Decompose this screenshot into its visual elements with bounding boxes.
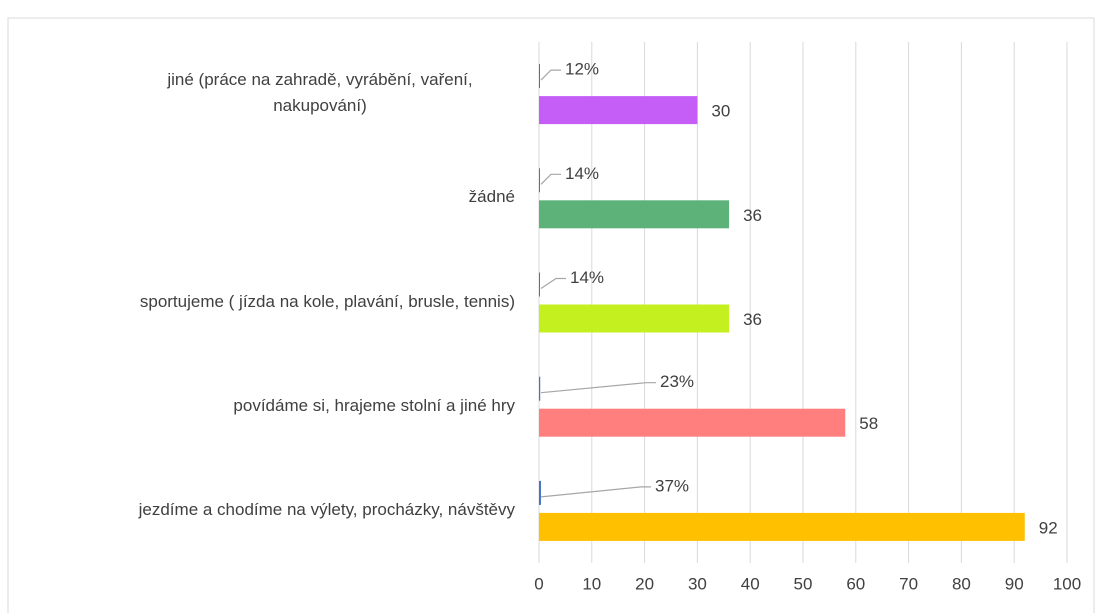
value-label: 36 xyxy=(743,206,762,225)
x-tick-label: 0 xyxy=(534,574,543,593)
category-text: jiné (práce na zahradě, vyrábění, vaření… xyxy=(167,70,473,116)
x-tick-label: 20 xyxy=(635,574,654,593)
category-label: sportujeme ( jízda na kole, plavání, bru… xyxy=(140,289,515,315)
percent-bar xyxy=(539,376,541,401)
x-tick-label: 70 xyxy=(899,574,918,593)
frame xyxy=(7,17,1095,613)
category-text: žádné xyxy=(468,187,515,207)
leader-line xyxy=(540,277,566,289)
value-label: 30 xyxy=(711,102,730,121)
category-text: jezdíme a chodíme na výlety, procházky, … xyxy=(138,499,515,519)
bar xyxy=(539,200,730,229)
category-label: jezdíme a chodíme na výlety, procházky, … xyxy=(139,497,515,523)
x-tick-label: 80 xyxy=(952,574,971,593)
x-tick-label: 100 xyxy=(1053,574,1081,593)
value-label: 36 xyxy=(743,310,762,329)
category-label: jiné (práce na zahradě, vyrábění, vaření… xyxy=(125,67,515,119)
x-tick-label: 30 xyxy=(688,574,707,593)
leader-line xyxy=(540,69,561,81)
x-tick-label: 10 xyxy=(582,574,601,593)
percent-bar xyxy=(539,64,540,89)
value-label: 58 xyxy=(859,414,878,433)
percent-label: 14% xyxy=(570,268,604,287)
x-tick-label: 60 xyxy=(846,574,865,593)
percent-label: 37% xyxy=(655,476,689,495)
category-text: povídáme si, hrajeme stolní a jiné hry xyxy=(233,395,515,415)
leader-line xyxy=(540,486,651,498)
percent-bar xyxy=(539,480,541,505)
category-text: sportujeme ( jízda na kole, plavání, bru… xyxy=(139,291,515,311)
bar xyxy=(539,408,846,437)
x-tick-label: 90 xyxy=(1005,574,1024,593)
percent-label: 23% xyxy=(660,372,694,391)
percent-label: 14% xyxy=(565,164,599,183)
category-label: žádné xyxy=(469,184,515,210)
percent-bar xyxy=(539,272,540,297)
x-tick-label: 50 xyxy=(794,574,813,593)
percent-bar xyxy=(539,168,540,193)
percent-label: 12% xyxy=(565,60,599,79)
leader-line xyxy=(540,173,561,185)
bar xyxy=(539,96,698,125)
leader-line xyxy=(540,382,656,394)
value-label: 92 xyxy=(1039,518,1058,537)
bar xyxy=(539,512,1025,541)
bar xyxy=(539,304,730,333)
category-label: povídáme si, hrajeme stolní a jiné hry xyxy=(233,393,515,419)
x-tick-label: 40 xyxy=(741,574,760,593)
